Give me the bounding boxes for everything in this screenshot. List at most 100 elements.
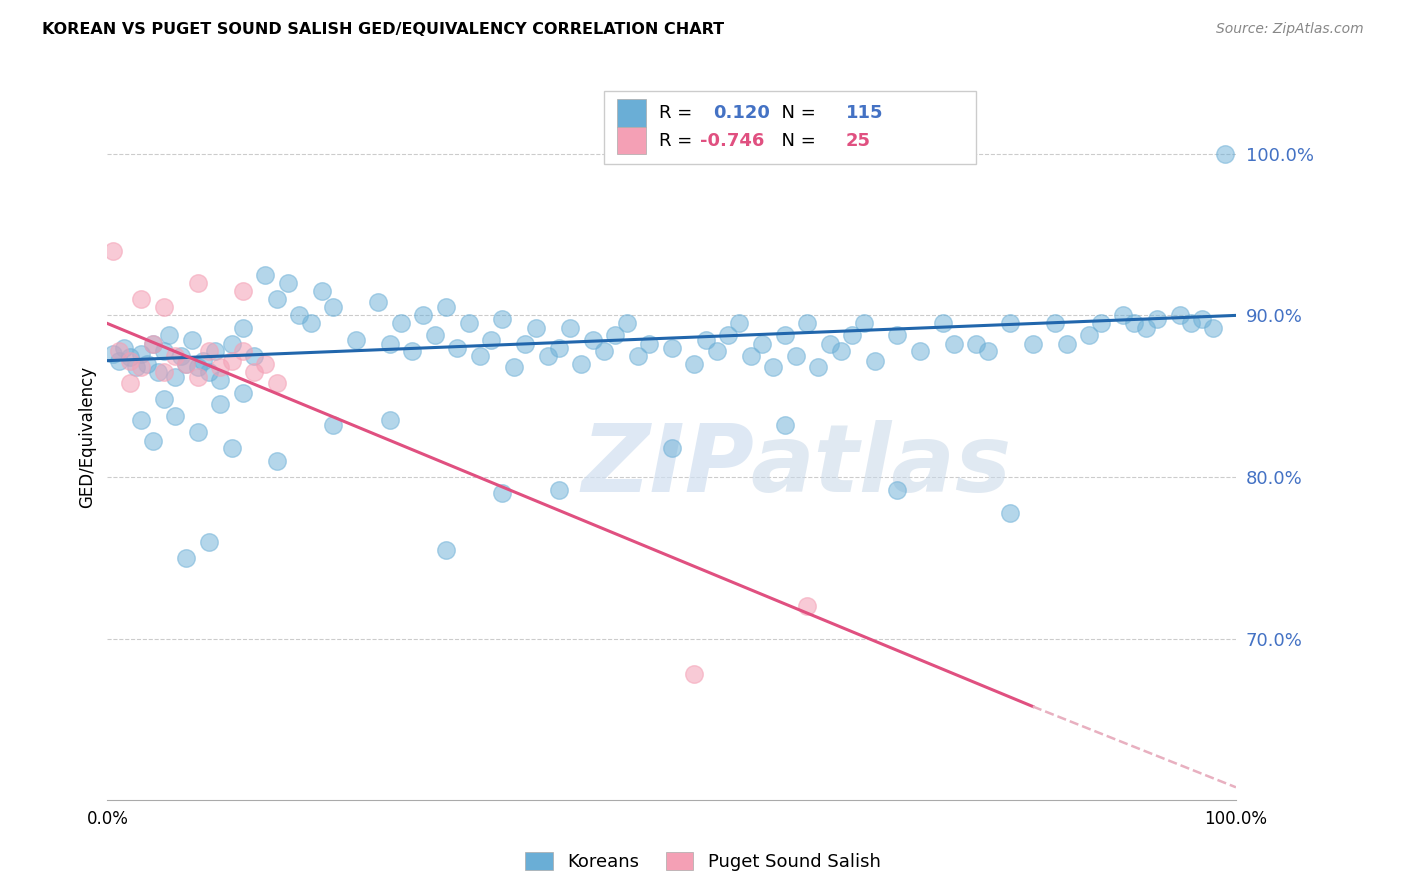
Point (728, 317, 751, 331)
Point (378, 413, 401, 427)
Point (638, 337, 661, 351)
Point (266, 292, 288, 306)
Point (129, 360, 152, 375)
Point (311, 284, 333, 298)
Point (118, 353, 141, 368)
Point (886, 483, 908, 497)
Point (153, 343, 176, 358)
Point (101, 347, 124, 361)
Point (209, 360, 232, 375)
Point (1112, 309, 1135, 323)
Point (1191, 311, 1213, 326)
Point (976, 343, 998, 358)
Point (852, 317, 875, 331)
Point (1056, 337, 1078, 351)
Point (141, 434, 163, 449)
Point (818, 337, 841, 351)
Point (378, 337, 401, 351)
Point (118, 351, 141, 365)
Point (344, 333, 367, 347)
Point (232, 321, 254, 335)
Point (129, 292, 152, 306)
Point (204, 343, 226, 358)
Point (266, 376, 288, 391)
Point (277, 276, 299, 290)
Point (209, 373, 232, 387)
Point (434, 301, 457, 315)
Point (153, 301, 176, 315)
Point (616, 317, 638, 331)
FancyBboxPatch shape (605, 91, 976, 164)
Point (243, 349, 266, 363)
Point (176, 357, 198, 371)
Point (129, 347, 152, 361)
Point (367, 295, 389, 310)
Text: 25: 25 (845, 132, 870, 150)
Text: N =: N = (770, 104, 821, 122)
Point (593, 343, 616, 358)
Point (198, 343, 221, 358)
Point (412, 309, 434, 323)
Point (1000, 317, 1022, 331)
Point (627, 349, 650, 363)
Point (221, 441, 243, 455)
Text: KOREAN VS PUGET SOUND SALISH GED/EQUIVALENCY CORRELATION CHART: KOREAN VS PUGET SOUND SALISH GED/EQUIVAL… (42, 22, 724, 37)
Point (717, 327, 740, 342)
Point (796, 317, 818, 331)
Point (170, 349, 193, 363)
Point (1078, 327, 1101, 342)
Point (796, 599, 818, 614)
Text: atlas: atlas (751, 420, 1012, 512)
Point (176, 357, 198, 371)
Point (266, 454, 288, 468)
Point (198, 534, 221, 549)
Point (479, 333, 502, 347)
Point (1168, 309, 1191, 323)
Point (187, 360, 209, 375)
Point (446, 341, 468, 355)
Point (118, 376, 141, 391)
Bar (617, 99, 645, 127)
Point (683, 667, 706, 681)
Point (107, 343, 129, 358)
Point (389, 317, 412, 331)
Point (706, 343, 728, 358)
Point (524, 321, 547, 335)
Point (683, 357, 706, 371)
Point (221, 337, 243, 351)
Bar (617, 127, 645, 154)
Point (536, 349, 558, 363)
Point (751, 337, 773, 351)
Point (1180, 317, 1202, 331)
Point (886, 327, 908, 342)
Point (232, 343, 254, 358)
Text: -0.746: -0.746 (700, 132, 765, 150)
Point (254, 357, 277, 371)
Point (1045, 317, 1067, 331)
Point (232, 284, 254, 298)
Point (942, 337, 965, 351)
Point (181, 333, 204, 347)
Point (322, 418, 344, 433)
Point (146, 365, 169, 379)
Point (124, 360, 146, 375)
Point (288, 309, 311, 323)
Point (1202, 321, 1225, 335)
Point (863, 353, 886, 368)
Legend: Koreans, Puget Sound Salish: Koreans, Puget Sound Salish (519, 845, 887, 879)
Point (965, 337, 987, 351)
Point (401, 343, 423, 358)
Point (187, 369, 209, 384)
Point (740, 349, 762, 363)
Point (841, 327, 863, 342)
Point (135, 357, 157, 371)
Point (187, 276, 209, 290)
Point (695, 333, 717, 347)
Point (582, 333, 605, 347)
Point (159, 327, 181, 342)
Text: R =: R = (659, 132, 699, 150)
Text: ZIP: ZIP (581, 420, 754, 512)
Point (513, 337, 536, 351)
Text: R =: R = (659, 104, 699, 122)
Point (547, 483, 569, 497)
